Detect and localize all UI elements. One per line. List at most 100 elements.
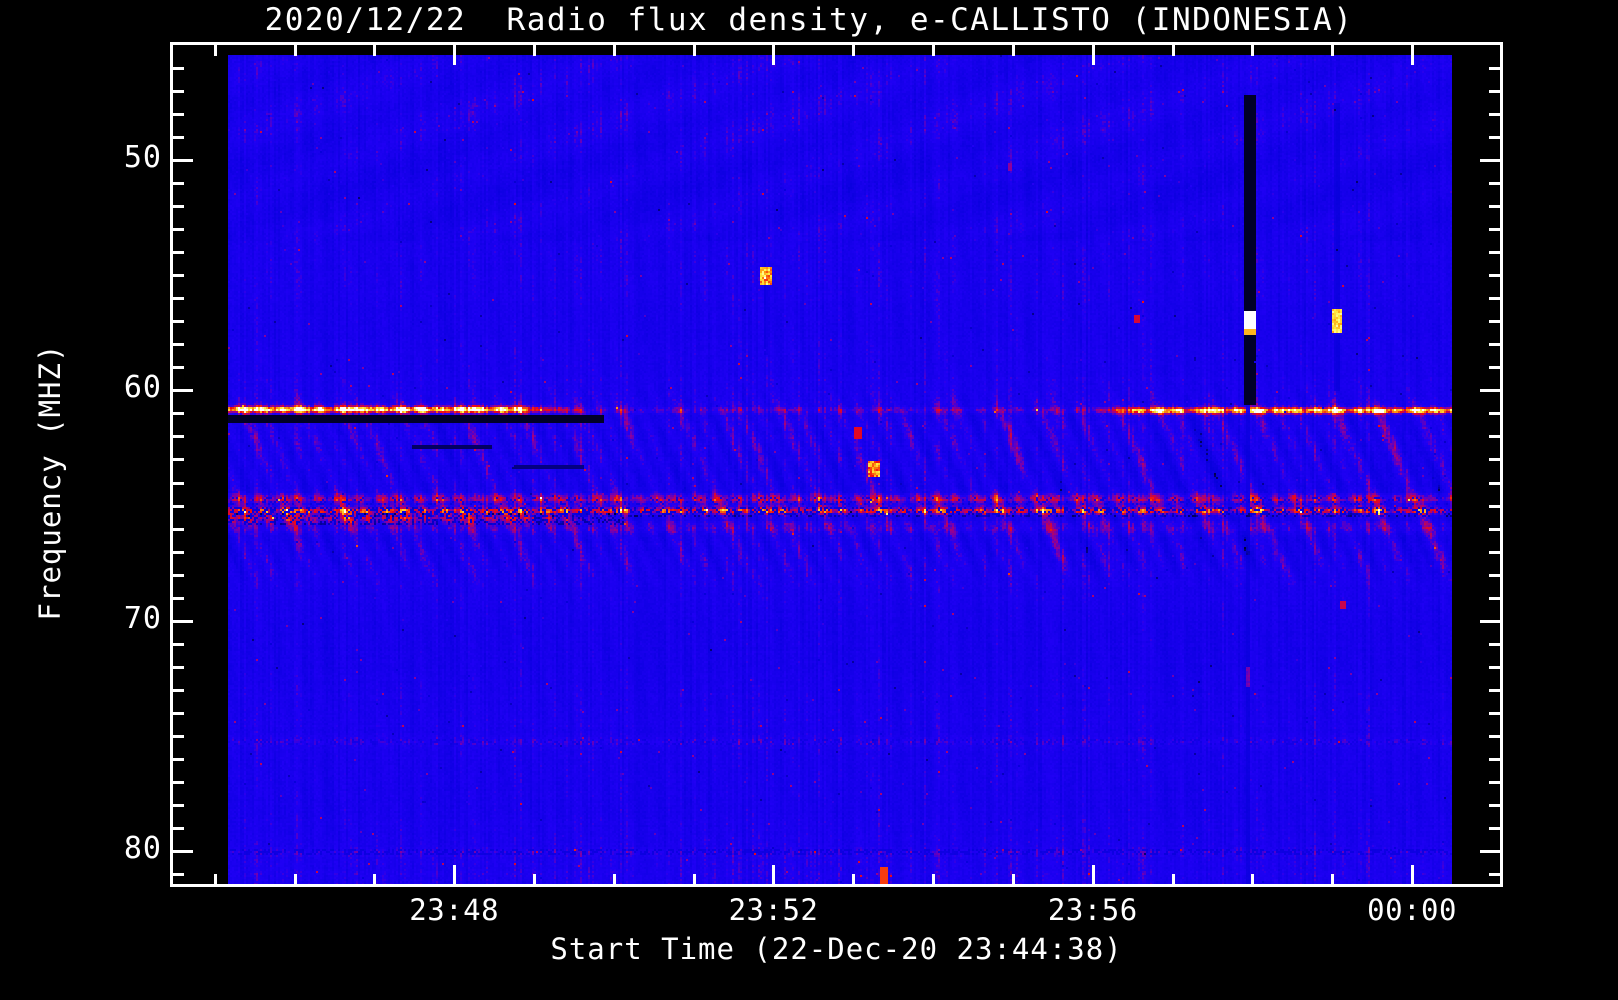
y-tick-73	[171, 689, 184, 692]
x-tick-top-8	[772, 43, 775, 65]
x-axis-title: Start Time (22-Dec-20 23:44:38)	[550, 932, 1123, 966]
x-tick-top-11	[1012, 43, 1015, 56]
x-tick-top-12	[1092, 43, 1095, 65]
y-tick-right-67	[1489, 551, 1502, 554]
y-tick-50	[171, 159, 193, 162]
y-tick-81	[171, 873, 184, 876]
y-tick-65	[171, 505, 184, 508]
x-tick-top-16	[1411, 43, 1414, 65]
y-tick-51	[171, 182, 184, 185]
y-tick-right-62	[1489, 435, 1502, 438]
y-tick-53	[171, 228, 184, 231]
y-tick-48	[171, 113, 184, 116]
y-tick-right-73	[1489, 689, 1502, 692]
y-tick-right-55	[1489, 274, 1502, 277]
x-tick-top-9	[852, 43, 855, 56]
y-tick-right-69	[1489, 597, 1502, 600]
y-tick-right-72	[1489, 666, 1502, 669]
x-tick-15	[1331, 874, 1334, 887]
y-tick-right-54	[1489, 251, 1502, 254]
y-tick-57	[171, 320, 184, 323]
x-tick-12	[1092, 865, 1095, 887]
y-tick-76	[171, 758, 184, 761]
y-tick-72	[171, 666, 184, 669]
x-tick-3	[373, 874, 376, 887]
y-tick-74	[171, 712, 184, 715]
y-tick-52	[171, 205, 184, 208]
y-tick-55	[171, 274, 184, 277]
y-tick-right-78	[1489, 804, 1502, 807]
x-tick-top-5	[533, 43, 536, 56]
y-tick-right-77	[1489, 781, 1502, 784]
y-tick-right-52	[1489, 205, 1502, 208]
y-tick-right-59	[1489, 366, 1502, 369]
y-tick-right-68	[1489, 574, 1502, 577]
x-tick-13	[1172, 874, 1175, 887]
x-tick-label-23-48: 23:48	[409, 893, 500, 927]
y-tick-label-70: 70	[123, 600, 162, 636]
y-tick-71	[171, 643, 184, 646]
x-tick-top-4	[453, 43, 456, 65]
y-tick-80	[171, 850, 193, 853]
x-tick-4	[453, 865, 456, 887]
y-tick-right-58	[1489, 343, 1502, 346]
y-tick-59	[171, 366, 184, 369]
y-tick-right-71	[1489, 643, 1502, 646]
x-tick-top-1	[214, 43, 217, 56]
y-tick-right-48	[1489, 113, 1502, 116]
y-tick-right-51	[1489, 182, 1502, 185]
y-tick-label-50: 50	[123, 139, 162, 175]
y-tick-right-74	[1489, 712, 1502, 715]
x-tick-top-3	[373, 43, 376, 56]
y-tick-label-60: 60	[123, 370, 162, 406]
y-tick-79	[171, 827, 184, 830]
y-tick-right-56	[1489, 297, 1502, 300]
x-tick-1	[214, 874, 217, 887]
x-tick-9	[852, 874, 855, 887]
y-tick-47	[171, 90, 184, 93]
x-tick-14	[1251, 874, 1254, 887]
x-tick-7	[693, 874, 696, 887]
y-tick-58	[171, 343, 184, 346]
y-tick-right-46	[1489, 67, 1502, 70]
y-tick-right-66	[1489, 528, 1502, 531]
y-tick-right-49	[1489, 136, 1502, 139]
x-tick-top-2	[294, 43, 297, 56]
y-tick-56	[171, 297, 184, 300]
x-tick-top-15	[1331, 43, 1334, 56]
y-tick-right-65	[1489, 505, 1502, 508]
y-tick-61	[171, 412, 184, 415]
x-tick-label-23-56: 23:56	[1047, 893, 1138, 927]
x-tick-16	[1411, 865, 1414, 887]
x-tick-label-23-52: 23:52	[728, 893, 819, 927]
page-title: 2020/12/22 Radio flux density, e-CALLIST…	[264, 2, 1354, 38]
y-tick-68	[171, 574, 184, 577]
x-tick-6	[613, 874, 616, 887]
x-tick-5	[533, 874, 536, 887]
y-tick-right-53	[1489, 228, 1502, 231]
y-tick-right-47	[1489, 90, 1502, 93]
y-tick-right-70	[1480, 620, 1502, 623]
x-tick-2	[294, 874, 297, 887]
y-tick-right-63	[1489, 458, 1502, 461]
x-tick-top-13	[1172, 43, 1175, 56]
x-tick-top-6	[613, 43, 616, 56]
y-tick-right-75	[1489, 735, 1502, 738]
y-tick-right-50	[1480, 159, 1502, 162]
y-tick-62	[171, 435, 184, 438]
y-tick-right-76	[1489, 758, 1502, 761]
x-tick-top-7	[693, 43, 696, 56]
y-tick-right-61	[1489, 412, 1502, 415]
y-tick-60	[171, 389, 193, 392]
y-tick-right-60	[1480, 389, 1502, 392]
y-tick-70	[171, 620, 193, 623]
y-tick-75	[171, 735, 184, 738]
y-tick-78	[171, 804, 184, 807]
x-tick-8	[772, 865, 775, 887]
x-tick-label-00-00: 00:00	[1367, 893, 1457, 927]
y-tick-54	[171, 251, 184, 254]
y-tick-label-80: 80	[123, 831, 162, 867]
y-tick-64	[171, 482, 184, 485]
y-tick-46	[171, 67, 184, 70]
